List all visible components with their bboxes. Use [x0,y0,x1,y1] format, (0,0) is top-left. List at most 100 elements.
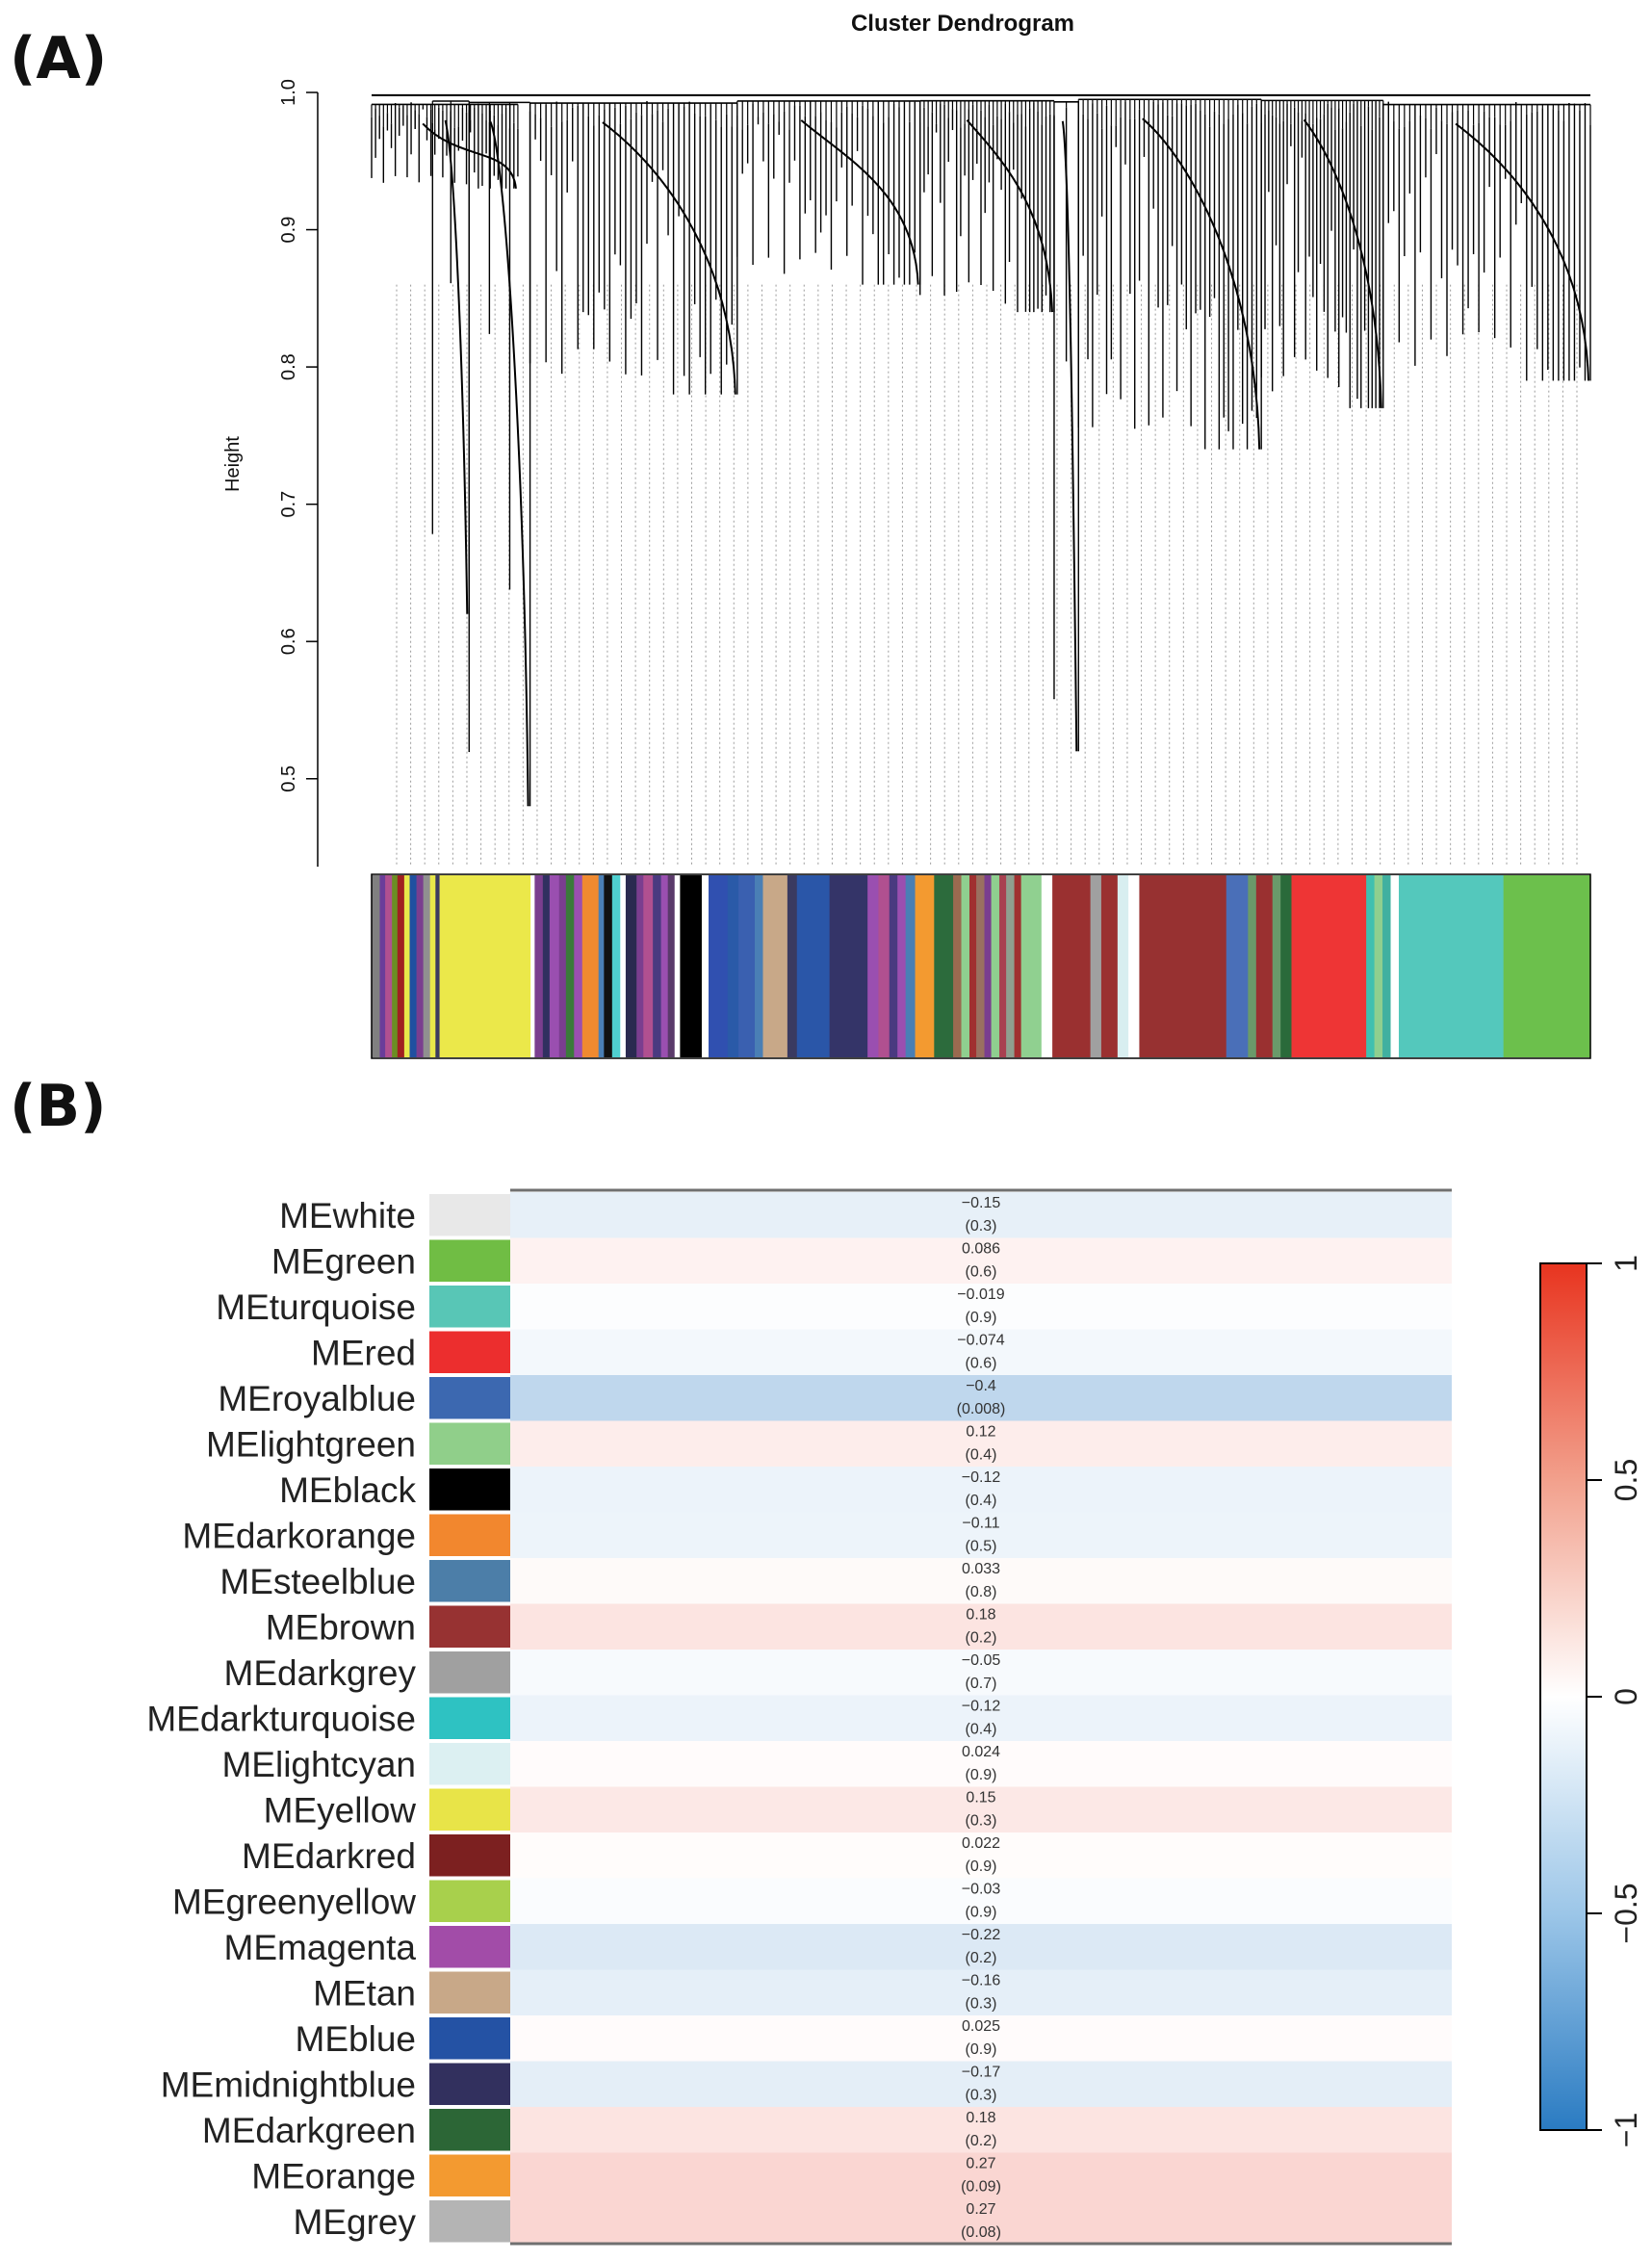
p-value: (0.8) [966,1584,997,1600]
module-color-segment [1006,875,1016,1057]
module-label: MElightcyan [221,1745,416,1784]
p-value: (0.2) [966,1950,997,1966]
module-color-segment [796,875,831,1057]
module-color-segment [976,875,986,1057]
correlation-value: −0.074 [957,1333,1004,1349]
correlation-value: −0.019 [957,1286,1004,1303]
module-color-segment [1226,875,1249,1057]
p-value: (0.2) [966,1630,997,1647]
cluster-dendrogram-figure: Cluster Dendrogram Height 0.50.60.70.80.… [222,11,1591,1059]
module-color-segment [372,875,381,1057]
module-color-segment [984,875,993,1057]
p-value: (0.2) [966,2133,997,2149]
module-color-segment [680,875,703,1057]
correlation-value: 0.024 [962,1744,1000,1760]
heatmap-cell [510,1741,1452,1787]
module-color-swatch [429,1926,510,1968]
module-color-segment [1366,875,1376,1057]
module-color-segment [905,875,916,1057]
correlation-value: −0.05 [962,1652,1001,1669]
module-color-swatch [429,2109,510,2151]
heatmap-cell [510,1420,1452,1467]
p-value: (0.9) [966,1310,997,1326]
module-color-segment [653,875,662,1057]
y-tick-label: 0.5 [278,766,299,793]
p-value: (0.6) [966,1356,997,1372]
p-value: (0.4) [966,1722,997,1738]
module-color-segment [385,875,393,1057]
heatmap-cell [510,2015,1452,2062]
heatmap-cell [510,1237,1452,1284]
module-color-swatch [429,1514,510,1556]
module-color-segment [397,875,405,1057]
module-color-swatch [429,1239,510,1282]
heatmap-cell [510,2198,1452,2245]
module-color-segment [581,875,600,1057]
module-color-segment [889,875,898,1057]
correlation-value: 0.022 [962,1835,1000,1852]
module-label: MEsteelblue [219,1562,416,1601]
heatmap-cell [510,1878,1452,1924]
correlation-value: −0.03 [962,1882,1001,1898]
dendrogram-tree [371,93,1591,807]
module-color-segment [1020,875,1043,1057]
p-value: (0.9) [966,1858,997,1875]
module-color-segment [1291,875,1367,1057]
dendrogram-y-ticks: 0.5 0.6 0.7 0.8 0.9 1.0 [278,79,318,793]
module-color-segment [897,875,907,1057]
y-tick-label: 1.0 [278,79,299,106]
module-color-segment [755,875,764,1057]
heatmap-cell [510,1786,1452,1832]
module-label: MEgreen [271,1241,416,1281]
heatmap-cell [510,1650,1452,1696]
dendrogram-cluster-tail [422,122,517,189]
module-color-segment [1382,875,1392,1057]
module-color-segment [598,875,605,1057]
module-color-segment [409,875,418,1057]
heatmap-cell [510,1192,1452,1238]
module-color-swatch [429,1788,510,1831]
module-color-segment [643,875,654,1057]
module-color-segment [1390,875,1400,1057]
module-color-segment [1503,875,1591,1057]
module-color-swatch [429,1194,510,1236]
module-label: MElightgreen [206,1424,416,1464]
module-color-swatch [429,2200,510,2243]
module-label: MEgreenyellow [172,1882,416,1921]
module-color-segment [1139,875,1227,1057]
correlation-value: −0.15 [962,1195,1001,1211]
module-color-bar-frame [371,873,1591,1059]
p-value: (0.008) [957,1401,1006,1417]
heatmap-rows: MEwhite −0.15 (0.3) MEgreen 0.086 (0.6) MEturq… [146,1192,1452,2245]
module-color-segment [915,875,935,1057]
module-label: MEroyalblue [218,1379,416,1418]
module-color-segment [1052,875,1092,1057]
module-color-segment [416,875,425,1057]
module-color-segment [1248,875,1257,1057]
color-scale-ticks: 1 0.5 0 −0.5 −1 [1587,1255,1643,2147]
module-color-segment [542,875,551,1057]
y-tick-label: 0.6 [278,628,299,655]
module-label: MEdarkturquoise [146,1699,416,1738]
module-label: MEwhite [279,1196,416,1235]
scale-tick-label: 0 [1609,1688,1643,1705]
module-color-segment [934,875,954,1057]
color-scale-bar [1539,1262,1587,2131]
p-value: (0.5) [966,1539,997,1555]
module-color-segment [620,875,627,1057]
scale-tick-label: 1 [1609,1255,1643,1272]
heatmap-cell [510,1375,1452,1421]
module-color-segment [1272,875,1281,1057]
heatmap-cell [510,2107,1452,2153]
dendrogram-title: Cluster Dendrogram [851,11,1074,37]
dendrogram-cluster-tail [1061,120,1078,752]
dendrogram-cluster-tail [602,121,736,395]
module-color-swatch [429,1377,510,1419]
module-color-swatch [429,1605,510,1648]
module-color-segment [674,875,681,1057]
module-color-swatch [429,1468,510,1511]
module-label: MEblack [279,1470,416,1510]
module-color-segment [429,875,436,1057]
module-label: MEorange [251,2156,416,2196]
p-value: (0.9) [966,2041,997,2058]
